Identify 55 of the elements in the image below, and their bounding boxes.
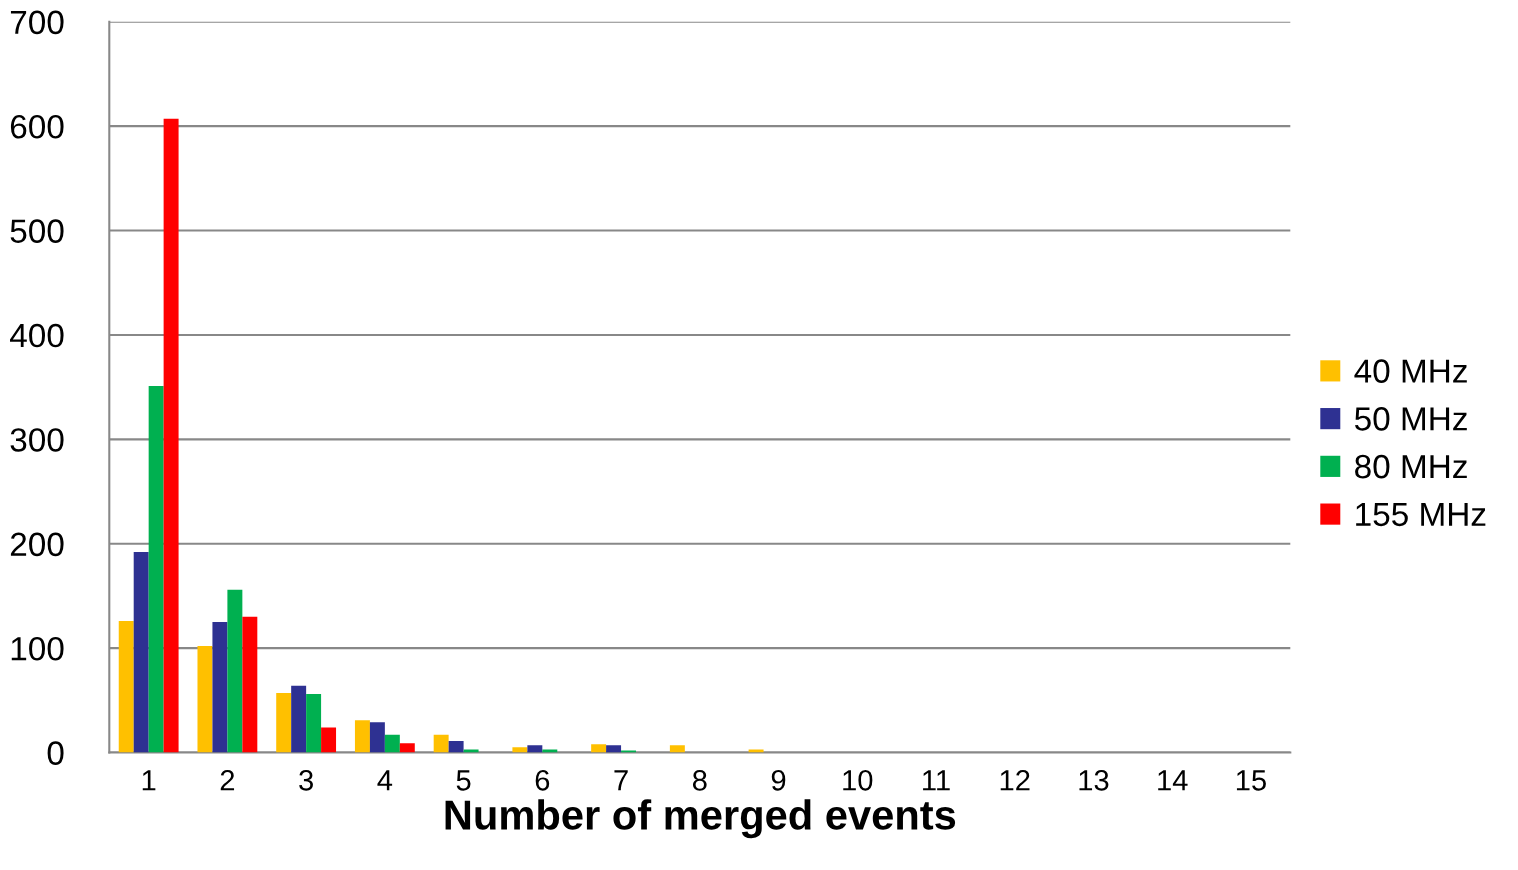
x-tick-label: 7 (614, 770, 628, 791)
x-tick-label: 8 (692, 769, 707, 791)
legend-label: 40 MHz (1354, 359, 1467, 383)
x-tick-label: 12 (1000, 769, 1030, 791)
legend-label: 50 MHz (1354, 407, 1467, 431)
x-tick-label: 11 (923, 770, 950, 791)
x-tick-label: 15 (1236, 770, 1266, 791)
bar (118, 621, 134, 753)
bar (384, 734, 400, 753)
y-tick-label: 600 (10, 114, 64, 139)
x-tick-label: 1 (142, 770, 156, 791)
bar (212, 622, 228, 753)
x-tick-label: 10 (843, 769, 873, 791)
x-tick-label: 4 (377, 770, 393, 791)
bar (163, 118, 179, 753)
bar (133, 552, 149, 753)
bar (291, 685, 307, 753)
x-tick-label: 13 (1079, 769, 1109, 791)
bar (399, 743, 415, 753)
x-tick-label: 9 (771, 769, 786, 791)
bar (242, 616, 258, 753)
bar (321, 727, 337, 753)
bar (669, 745, 685, 753)
y-tick-label: 0 (47, 741, 64, 765)
bar (354, 720, 370, 753)
bar (227, 589, 243, 753)
x-tick-label: 2 (220, 769, 235, 791)
y-tick-label: 200 (10, 532, 64, 557)
bar (276, 693, 292, 753)
bar (748, 749, 764, 753)
bar (448, 741, 464, 753)
x-tick-label: 3 (299, 769, 313, 791)
bar (542, 749, 558, 753)
y-tick-label: 500 (10, 219, 64, 243)
bar (433, 734, 449, 753)
bar (369, 722, 385, 753)
bar (527, 745, 543, 753)
y-tick-label: 700 (10, 10, 64, 35)
bar (512, 747, 528, 753)
y-tick-label: 100 (11, 636, 64, 661)
bar (591, 744, 607, 753)
x-axis-title: Number of merged events (445, 799, 956, 839)
x-tick-label: 14 (1158, 770, 1188, 791)
legend-label: 80 MHz (1355, 454, 1467, 479)
bar (306, 694, 322, 753)
x-tick-label: 5 (456, 770, 471, 791)
y-tick-label: 300 (10, 428, 64, 452)
bar (621, 750, 637, 753)
bar (606, 745, 622, 753)
y-tick-label: 400 (10, 323, 64, 348)
bar (148, 386, 164, 753)
bar (197, 646, 213, 753)
x-tick-label: 6 (535, 769, 550, 791)
legend-label: 155 MHz (1356, 502, 1486, 527)
bar (463, 749, 479, 753)
